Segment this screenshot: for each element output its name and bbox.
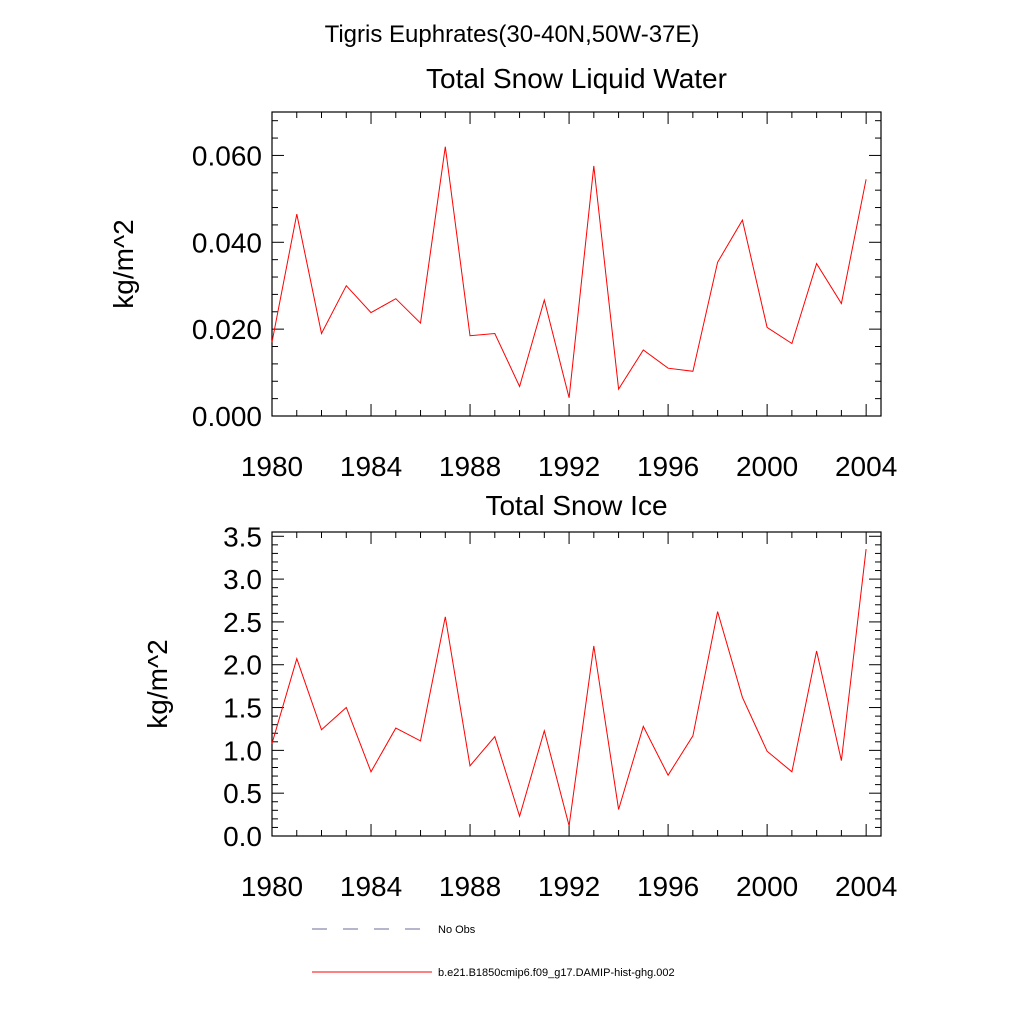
legend-label: b.e21.B1850cmip6.f09_g17.DAMIP-hist-ghg.…	[438, 967, 675, 979]
y-tick-label: 1.5	[223, 693, 262, 724]
y-tick-label: 2.5	[223, 607, 262, 638]
y-tick-label: 0.040	[192, 227, 262, 258]
x-tick-label: 1992	[538, 451, 600, 482]
x-tick-label: 1980	[241, 451, 303, 482]
x-tick-label: 2004	[835, 451, 897, 482]
y-axis-label: kg/m^2	[108, 219, 139, 308]
y-axis-label: kg/m^2	[142, 639, 173, 728]
panel-title: Total Snow Ice	[485, 490, 667, 521]
y-tick-label: 0.5	[223, 778, 262, 809]
y-tick-label: 3.5	[223, 521, 262, 552]
panel-title: Total Snow Liquid Water	[426, 63, 727, 94]
x-tick-label: 2004	[835, 871, 897, 902]
legend: No Obs b.e21.B1850cmip6.f09_g17.DAMIP-his…	[312, 924, 675, 979]
x-tick-label: 1996	[637, 451, 699, 482]
x-tick-label: 1992	[538, 871, 600, 902]
y-tick-label: 3.0	[223, 564, 262, 595]
y-tick-label: 0.000	[192, 401, 262, 432]
y-tick-label: 0.0	[223, 821, 262, 852]
series-line	[271, 549, 867, 826]
panel-liquid-water: Total Snow Liquid Water 1980 1984 1988 1992 1…	[108, 63, 897, 482]
figure-title: Tigris Euphrates(30-40N,50W-37E)	[325, 21, 700, 48]
x-tick-label: 1980	[241, 871, 303, 902]
x-tick-label: 2000	[736, 871, 798, 902]
y-tick-label: 1.0	[223, 735, 262, 766]
x-tick-label: 1984	[340, 871, 402, 902]
x-tick-label: 1988	[439, 451, 501, 482]
legend-label: No Obs	[438, 924, 476, 936]
x-tick-label: 2000	[736, 451, 798, 482]
x-tick-label: 1984	[340, 451, 402, 482]
series-line	[271, 146, 867, 398]
y-tick-label: 2.0	[223, 650, 262, 681]
panel-snow-ice: Total Snow Ice 1980 1984 1988 1992 1996 2000 20…	[142, 490, 897, 902]
y-tick-label: 0.020	[192, 314, 262, 345]
x-tick-label: 1988	[439, 871, 501, 902]
plot-frame	[271, 111, 882, 417]
y-tick-label: 0.060	[192, 140, 262, 171]
x-tick-label: 1996	[637, 871, 699, 902]
plot-frame	[271, 531, 882, 837]
